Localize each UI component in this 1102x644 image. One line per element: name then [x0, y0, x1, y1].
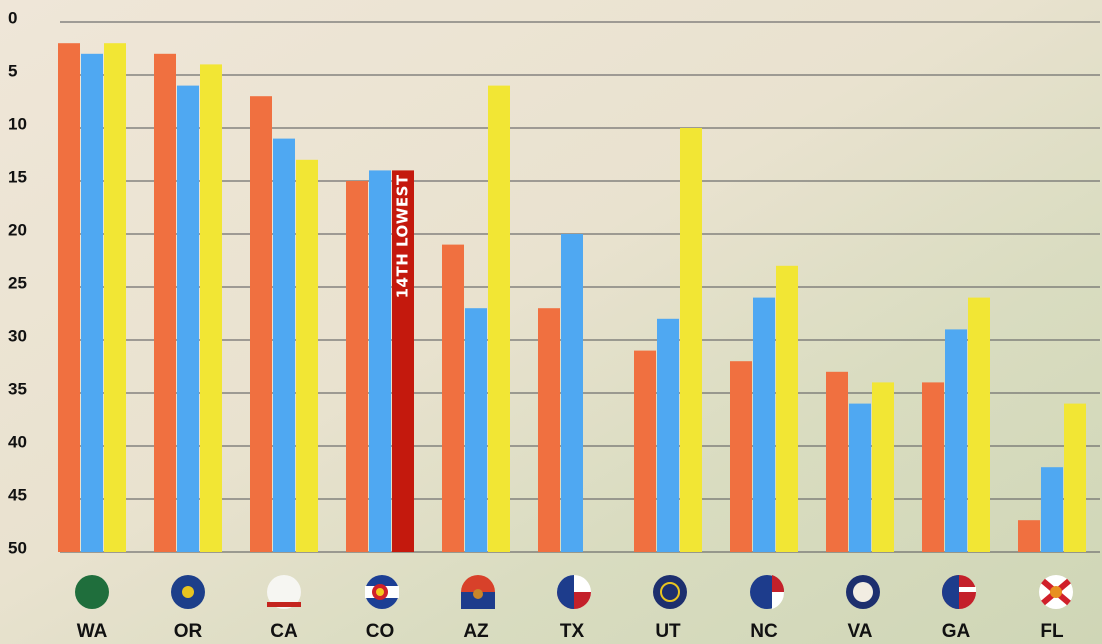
- bar: [154, 53, 176, 553]
- x-tick-label: CO: [366, 621, 395, 642]
- bar: [442, 244, 464, 552]
- bar: [945, 329, 967, 552]
- y-tick-label: 20: [8, 220, 27, 239]
- bar: [273, 138, 295, 552]
- y-tick-label: 15: [8, 167, 27, 186]
- bar: [922, 382, 944, 552]
- bar: [296, 159, 318, 553]
- annotation: 14TH LOWEST: [394, 174, 412, 298]
- bar: [1018, 520, 1040, 552]
- y-tick-label: 25: [8, 273, 27, 292]
- bar: [81, 53, 103, 553]
- bar: [657, 318, 679, 552]
- bar: [392, 170, 414, 552]
- bar: [488, 85, 510, 552]
- bar: [872, 382, 894, 552]
- bar: [634, 350, 656, 552]
- x-tick-label: TX: [560, 621, 585, 642]
- x-tick-label: FL: [1040, 621, 1064, 642]
- bar: [730, 361, 752, 552]
- bar: [849, 403, 871, 552]
- bar: [1041, 467, 1063, 552]
- x-tick-label: WA: [77, 621, 108, 642]
- y-tick-label: 50: [8, 538, 27, 557]
- bar: [58, 43, 80, 552]
- x-tick-label: VA: [848, 621, 873, 642]
- bar: [369, 170, 391, 552]
- x-tick-label: UT: [655, 621, 681, 642]
- bar: [346, 181, 368, 552]
- bar: [250, 96, 272, 552]
- x-tick-label: OR: [174, 621, 203, 642]
- bar: [1064, 403, 1086, 552]
- y-tick-label: 45: [8, 485, 27, 504]
- bar: [968, 297, 990, 552]
- bar: [753, 297, 775, 552]
- y-tick-label: 0: [8, 8, 17, 27]
- bar: [177, 85, 199, 552]
- bar: [561, 234, 583, 552]
- bar: [776, 265, 798, 552]
- y-tick-label: 30: [8, 326, 27, 345]
- bar: [538, 308, 560, 552]
- bar: [680, 128, 702, 552]
- y-tick-label: 5: [8, 61, 17, 80]
- bar: [200, 64, 222, 553]
- y-tick-label: 10: [8, 114, 27, 133]
- flags: [75, 575, 1073, 609]
- bar: [826, 371, 848, 552]
- x-tick-label: NC: [750, 621, 778, 642]
- x-tick-label: CA: [270, 621, 298, 642]
- bar: [465, 308, 487, 552]
- bar: [104, 43, 126, 552]
- x-tick-label: AZ: [463, 621, 489, 642]
- y-tick-label: 35: [8, 379, 27, 398]
- y-tick-label: 40: [8, 432, 27, 451]
- x-tick-label: GA: [942, 621, 971, 642]
